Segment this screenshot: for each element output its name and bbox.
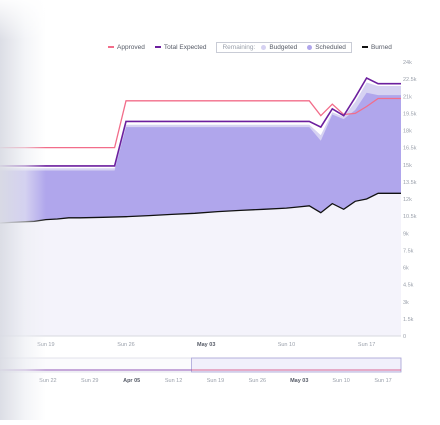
legend-remaining-title: Remaining:	[222, 43, 256, 51]
legend-label-burned: Burned	[370, 43, 392, 51]
line-total-expected	[0, 76, 401, 167]
x-tick-label: Sun 26	[117, 342, 134, 348]
legend-item-budgeted[interactable]: Budgeted	[261, 44, 297, 51]
navigator-window	[191, 357, 402, 373]
x-tick-label: Sun 17	[358, 342, 375, 348]
navigator-tick-label: Sun 17	[374, 378, 391, 384]
navigator-tick-label: Sun 12	[165, 378, 182, 384]
legend-remaining-group: Remaining: Budgeted Scheduled	[216, 41, 352, 53]
chart-legend: Approved Total Expected Remaining: Budge…	[108, 40, 392, 54]
y-tick-label: 0	[403, 334, 406, 340]
navigator-tick-label: Sun 22	[39, 378, 56, 384]
y-tick-label: 6k	[403, 266, 409, 272]
y-tick-label: 10.5k	[403, 214, 417, 220]
y-tick-label: 21k	[403, 94, 412, 100]
navigator-tick-label: Sun 10	[332, 378, 349, 384]
y-tick-label: 1.5k	[403, 317, 414, 323]
y-tick-label: 13.5k	[403, 180, 417, 186]
legend-label-total-expected: Total Expected	[163, 43, 207, 51]
y-tick-label: 9k	[403, 231, 409, 237]
y-tick-label: 19.5k	[403, 111, 417, 117]
navigator-tick-label: Sun 19	[207, 378, 224, 384]
budgeted-swatch	[261, 44, 267, 50]
burned-swatch	[361, 46, 368, 48]
line-approved	[0, 97, 401, 149]
x-tick-label: Sun 19	[37, 342, 54, 348]
legend-label-approved: Approved	[117, 43, 145, 51]
y-tick-label: 24k	[403, 60, 412, 66]
legend-item-burned[interactable]: Burned	[361, 43, 392, 51]
y-tick-label: 15k	[403, 163, 412, 169]
legend-item-approved[interactable]: Approved	[108, 44, 145, 51]
legend-label-budgeted: Budgeted	[269, 43, 298, 51]
legend-item-total-expected[interactable]: Total Expected	[154, 43, 207, 51]
scheduled-swatch	[307, 44, 313, 50]
y-tick-label: 7.5k	[403, 248, 414, 254]
y-tick-label: 16.5k	[403, 146, 417, 152]
y-tick-label: 3k	[403, 300, 409, 306]
line-burned	[0, 192, 401, 224]
total-expected-swatch	[154, 46, 161, 48]
approved-swatch	[108, 46, 114, 48]
navigator-tick-label: May 03	[290, 378, 308, 384]
x-tick-label: Sun 10	[278, 342, 295, 348]
legend-item-scheduled[interactable]: Scheduled	[307, 44, 346, 51]
area-burned	[0, 193, 401, 336]
navigator-tick-label: Sun 26	[249, 378, 266, 384]
y-tick-label: 12k	[403, 197, 412, 203]
x-tick-label: May 03	[197, 342, 215, 348]
y-tick-label: 18k	[403, 129, 412, 135]
navigator-tick-label: Apr 05	[123, 378, 140, 384]
legend-label-scheduled: Scheduled	[315, 43, 346, 51]
y-tick-label: 22.5k	[403, 77, 417, 83]
y-tick-label: 4.5k	[403, 283, 414, 289]
navigator-tick-label: Sun 29	[81, 378, 98, 384]
